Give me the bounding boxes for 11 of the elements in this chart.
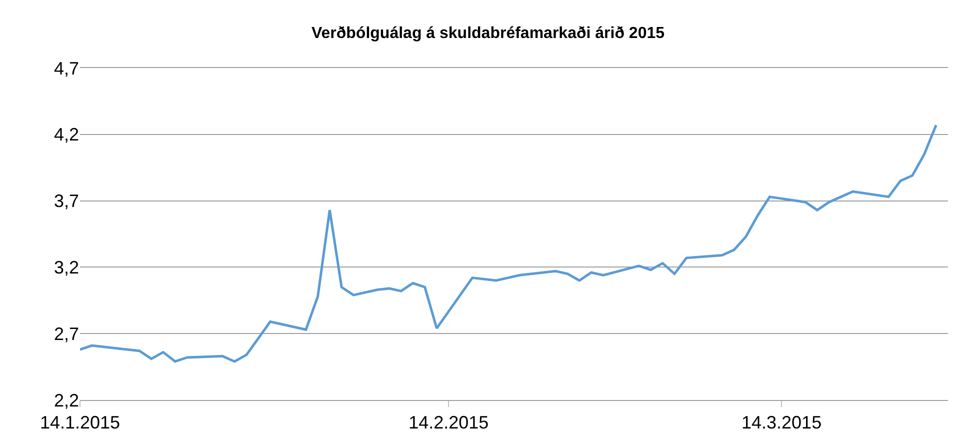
x-tick-label: 14.1.2015 [40,412,120,433]
y-tick-label: 4,7 [54,58,79,78]
y-tick-label: 3,7 [54,191,79,212]
x-tick-label: 14.2.2015 [408,412,489,433]
x-tick-label: 14.3.2015 [741,412,822,433]
chart-title: Verðbólguálag á skuldabréfamarkaði árið 2015 [311,24,665,42]
y-tick-label: 3,2 [54,258,79,278]
y-tick-label: 2,2 [54,390,79,410]
y-tick-label: 2,7 [54,324,79,344]
line-series [80,124,938,363]
y-tick-label: 4,2 [54,124,79,145]
